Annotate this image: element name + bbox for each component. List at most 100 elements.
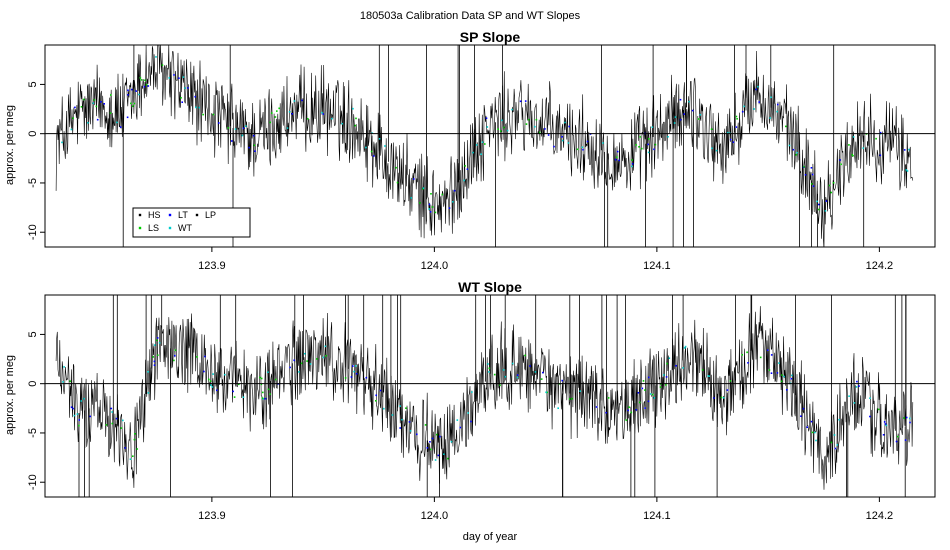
sample-point bbox=[534, 371, 537, 373]
sp-slope-panel: SP Slope approx. per meg 123.9 124.0 124.1… bbox=[4, 29, 936, 272]
sample-point bbox=[463, 179, 465, 182]
sample-point bbox=[828, 184, 831, 187]
sample-point bbox=[127, 94, 129, 96]
x-tick-label: 124.1 bbox=[643, 510, 671, 522]
sample-point bbox=[182, 76, 185, 78]
sample-point bbox=[399, 405, 401, 407]
sample-point bbox=[684, 345, 687, 348]
sample-point bbox=[269, 393, 271, 395]
slope-trace bbox=[55, 306, 914, 490]
sample-point bbox=[275, 378, 277, 381]
sample-point bbox=[416, 433, 418, 436]
sample-point bbox=[293, 359, 295, 362]
legend: HS LS LT WT LP bbox=[132, 207, 251, 238]
sample-point bbox=[467, 412, 469, 414]
sample-point bbox=[729, 138, 732, 141]
sample-point bbox=[665, 384, 667, 386]
legend-marker bbox=[195, 213, 199, 217]
sample-point bbox=[173, 74, 175, 76]
sample-point bbox=[674, 116, 677, 118]
sample-point bbox=[134, 433, 136, 435]
sample-point bbox=[576, 148, 579, 151]
sample-point bbox=[321, 111, 323, 114]
sample-point bbox=[673, 122, 676, 124]
sample-point bbox=[607, 397, 610, 399]
sample-point bbox=[331, 117, 333, 120]
sample-point bbox=[431, 206, 434, 208]
sample-point bbox=[286, 127, 289, 129]
sample-point bbox=[127, 89, 129, 92]
sample-point bbox=[663, 374, 665, 376]
sample-point bbox=[63, 366, 65, 368]
sample-point bbox=[441, 193, 444, 196]
sample-point bbox=[647, 143, 649, 146]
sample-point bbox=[811, 173, 814, 176]
sample-point bbox=[497, 128, 499, 130]
sample-point bbox=[810, 183, 813, 185]
sample-point bbox=[370, 150, 373, 153]
sample-point bbox=[628, 406, 630, 408]
sample-point bbox=[267, 388, 270, 391]
sample-point bbox=[248, 146, 250, 149]
sample-point bbox=[133, 438, 136, 441]
sample-point bbox=[595, 406, 598, 408]
sample-point bbox=[475, 144, 478, 146]
sample-point bbox=[355, 373, 358, 375]
sample-point bbox=[581, 146, 584, 149]
sample-point bbox=[120, 427, 123, 429]
sample-point bbox=[855, 386, 858, 388]
sample-point bbox=[815, 439, 817, 442]
sample-point bbox=[647, 151, 650, 154]
sample-point bbox=[735, 115, 738, 118]
sample-point bbox=[757, 85, 759, 88]
sample-point bbox=[395, 166, 397, 169]
sample-point bbox=[851, 153, 853, 156]
sample-point bbox=[352, 107, 354, 110]
y-tick-label: 0 bbox=[27, 381, 39, 387]
sample-point bbox=[735, 126, 738, 128]
sample-point bbox=[178, 77, 180, 79]
sample-point bbox=[72, 407, 74, 410]
sample-point bbox=[875, 137, 877, 140]
sample-point bbox=[184, 87, 186, 89]
sample-point bbox=[426, 447, 429, 449]
sample-point bbox=[399, 427, 401, 429]
sample-point bbox=[133, 102, 136, 105]
sample-point bbox=[635, 409, 638, 411]
sample-point bbox=[688, 100, 690, 103]
sample-point bbox=[325, 355, 327, 357]
sample-point bbox=[466, 168, 469, 170]
sample-point bbox=[211, 386, 214, 388]
sample-point bbox=[602, 142, 604, 144]
sample-point bbox=[409, 430, 412, 432]
sample-point bbox=[173, 359, 175, 362]
sample-point bbox=[795, 154, 797, 156]
sample-point bbox=[635, 144, 637, 146]
y-tick-label: 5 bbox=[27, 81, 39, 87]
sample-point bbox=[202, 113, 204, 116]
sample-point bbox=[232, 390, 234, 393]
sample-point bbox=[208, 378, 210, 381]
sample-point bbox=[298, 371, 300, 373]
sample-point bbox=[770, 372, 773, 374]
sample-point bbox=[848, 395, 850, 397]
sample-point bbox=[571, 397, 573, 400]
sample-point bbox=[788, 144, 791, 147]
sample-point bbox=[72, 117, 74, 119]
sample-point bbox=[747, 362, 749, 364]
sample-point bbox=[379, 389, 382, 392]
sample-point bbox=[644, 389, 646, 391]
wt-slope-panel: WT Slope approx. per meg day of year 123… bbox=[4, 279, 936, 543]
sample-point bbox=[561, 139, 564, 142]
sample-point bbox=[511, 362, 514, 365]
sample-point bbox=[869, 397, 871, 399]
legend-marker bbox=[168, 226, 172, 230]
sample-point bbox=[501, 119, 503, 122]
sample-point bbox=[790, 377, 793, 380]
sample-point bbox=[435, 433, 438, 436]
sample-point bbox=[720, 396, 723, 399]
sample-point bbox=[96, 118, 99, 121]
sample-point bbox=[679, 118, 682, 121]
sample-point bbox=[437, 454, 440, 457]
sample-point bbox=[147, 371, 149, 373]
